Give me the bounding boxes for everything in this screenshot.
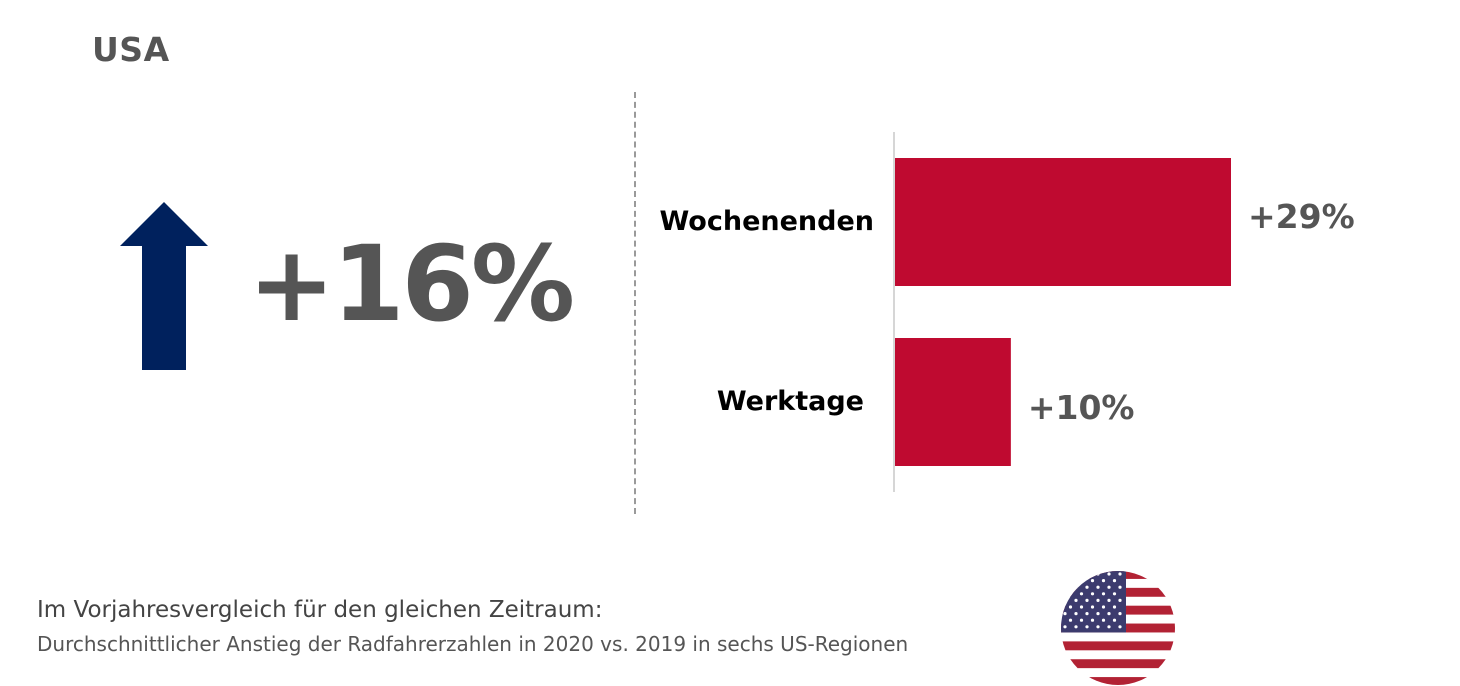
value-label: +10% <box>1028 388 1135 427</box>
bar-werktage <box>895 338 1011 466</box>
country-title: USA <box>92 30 170 69</box>
category-label: Werktage <box>717 386 864 417</box>
bar-chart: Wochenenden +29% Werktage +10% <box>659 132 1355 492</box>
footnote-title: Im Vorjahresvergleich für den gleichen Z… <box>37 597 603 623</box>
footnote-subtitle: Durchschnittlicher Anstieg der Radfahrer… <box>37 632 909 656</box>
headline-change: +16% <box>248 223 575 345</box>
divider <box>634 92 636 514</box>
category-label: Wochenenden <box>659 206 874 237</box>
bar-wochenenden <box>895 158 1231 286</box>
us-flag-icon <box>1061 571 1175 685</box>
up-arrow-icon <box>120 202 208 370</box>
value-label: +29% <box>1248 197 1355 236</box>
